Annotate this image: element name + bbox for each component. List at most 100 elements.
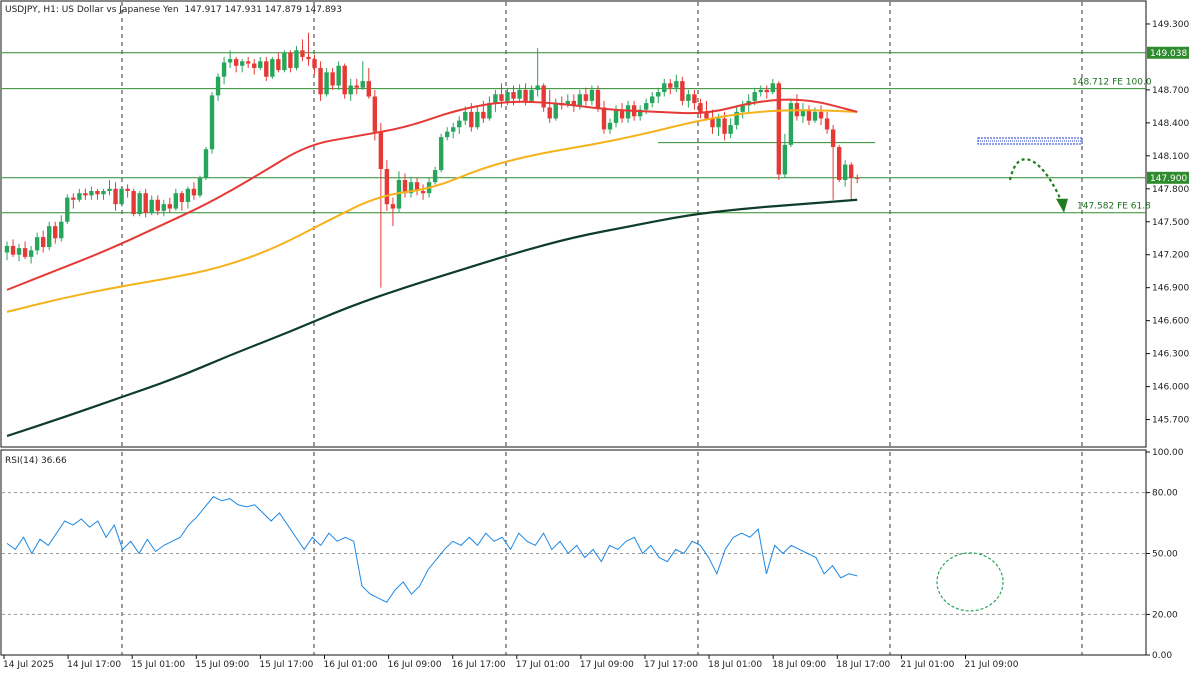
candle-body <box>203 149 209 178</box>
time-tick-label: 14 Jul 17:00 <box>67 660 121 670</box>
price-axis: 149.300 148.700 148.400 148.100 147.800 147.5… <box>1146 20 1189 426</box>
candle-body <box>668 83 673 88</box>
candle-body <box>402 180 408 194</box>
candle-body <box>179 193 185 202</box>
candle-body <box>10 245 16 255</box>
candle-body <box>34 237 40 251</box>
time-tick-label: 18 Jul 09:00 <box>772 660 826 670</box>
candle-body <box>221 62 227 77</box>
candle-body <box>354 85 359 88</box>
candle-body <box>650 96 655 104</box>
candle-body <box>607 122 613 130</box>
rsi-header: RSI(14) 36.66 <box>5 456 67 466</box>
price-tick-label: 148.100 <box>1152 152 1189 162</box>
time-tick-label: 16 Jul 09:00 <box>388 660 442 670</box>
time-tick-label: 15 Jul 17:00 <box>259 660 313 670</box>
candle-body <box>77 193 82 200</box>
candle-body <box>276 59 281 71</box>
candle-body <box>535 85 540 90</box>
candle-body <box>493 94 498 104</box>
candle-body <box>264 61 269 77</box>
candle-body <box>722 118 727 134</box>
candle-body <box>758 89 763 93</box>
candle-body <box>215 76 221 96</box>
candle-body <box>656 92 661 97</box>
candle-body <box>830 129 836 148</box>
candle-body <box>698 103 703 112</box>
candle-body <box>583 94 589 101</box>
candle-body <box>258 61 263 68</box>
candle-body <box>71 197 76 200</box>
candle-body <box>312 59 317 68</box>
candle-body <box>692 94 697 104</box>
candle-body <box>197 177 203 196</box>
resistance-price-tag-label: 149.038 <box>1150 49 1187 59</box>
candle-body <box>463 111 468 121</box>
candle-body <box>457 120 462 128</box>
time-tick-label: 17 Jul 01:00 <box>516 660 570 670</box>
candle-body <box>818 111 824 119</box>
candle-body <box>185 188 191 202</box>
candle-body <box>577 94 583 106</box>
candle-body <box>408 182 414 194</box>
candle-body <box>499 94 504 101</box>
price-tick-label: 148.400 <box>1152 119 1189 129</box>
candle-body <box>589 89 595 101</box>
candle-body <box>119 188 124 205</box>
candle-body <box>764 89 769 93</box>
candle-body <box>366 81 371 97</box>
candle-body <box>686 94 691 101</box>
candle-body <box>438 137 444 171</box>
rsi-highlight-circle <box>936 552 1004 612</box>
price-tick-label: 148.700 <box>1152 86 1189 96</box>
candle-body <box>125 188 130 191</box>
time-tick-label: 14 Jul 2025 <box>3 660 54 670</box>
candle-body <box>740 105 745 112</box>
candle-body <box>625 105 631 119</box>
time-tick-label: 18 Jul 17:00 <box>836 660 890 670</box>
time-tick-label: 18 Jul 01:00 <box>708 660 762 670</box>
rsi-axis: 100.00 80.00 50.00 20.00 0.00 <box>1146 448 1184 661</box>
projection-arrowhead <box>1056 198 1068 213</box>
candle-body <box>481 111 486 119</box>
price-tick-label: 147.500 <box>1152 218 1189 228</box>
fe-100-label: 148.712 FE 100.0 <box>1072 78 1152 88</box>
candle-body <box>619 109 625 119</box>
candle-body <box>113 188 118 205</box>
time-tick-label: 16 Jul 01:00 <box>324 660 378 670</box>
candle-body <box>776 83 782 175</box>
candle-body <box>131 190 136 215</box>
candle-body <box>378 131 384 170</box>
time-tick-label: 21 Jul 01:00 <box>900 660 954 670</box>
ma-mid-line <box>6 109 858 313</box>
candle-body <box>541 85 546 108</box>
rsi-tick-label: 0.00 <box>1152 651 1172 661</box>
candle-body <box>101 190 106 195</box>
candle-body <box>680 81 685 101</box>
candle-body <box>836 147 842 180</box>
candle-body <box>191 188 197 196</box>
current-price-tag <box>1147 171 1189 184</box>
candle-body <box>372 96 378 132</box>
price-tick-label: 149.300 <box>1152 20 1189 30</box>
candle-body <box>137 193 142 215</box>
candle-body <box>710 118 715 128</box>
candle-body <box>89 190 94 196</box>
candle-body <box>161 204 166 211</box>
candle-body <box>842 164 848 180</box>
candle-body <box>348 85 353 95</box>
candle-body <box>770 83 776 93</box>
candle-body <box>4 245 10 253</box>
candle-body <box>342 65 347 95</box>
candle-body <box>167 204 173 209</box>
candle-body <box>239 61 245 66</box>
candle-body <box>40 237 46 248</box>
candle-body <box>16 248 22 255</box>
candle-body <box>547 107 552 119</box>
candle-body <box>83 193 88 196</box>
rsi-panel-frame <box>0 449 1147 656</box>
candle-body <box>855 177 860 179</box>
candle-body <box>782 144 788 175</box>
candle-body <box>306 56 311 60</box>
candle-body <box>360 81 365 88</box>
